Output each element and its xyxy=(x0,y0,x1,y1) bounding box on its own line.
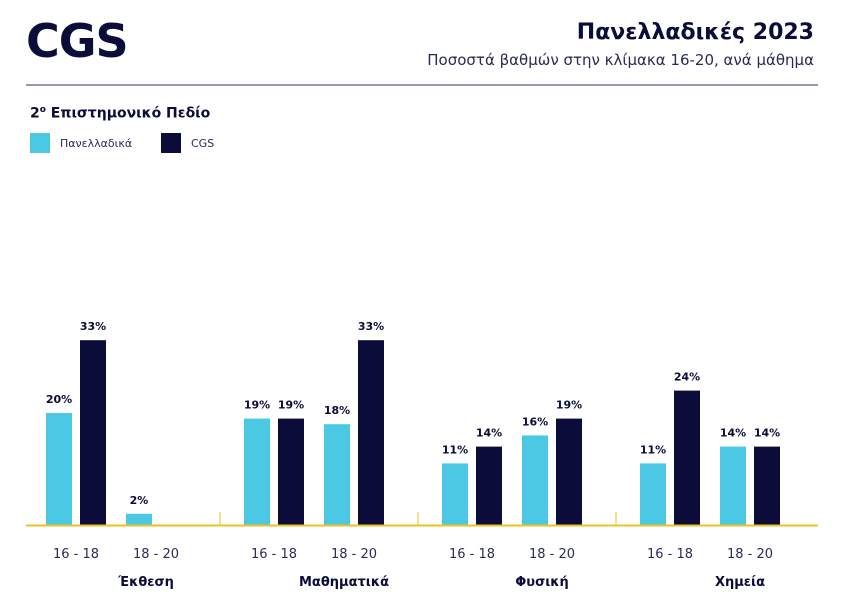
data-label: 14% xyxy=(476,427,502,440)
bar xyxy=(720,446,746,525)
bar xyxy=(754,446,780,525)
subject-label: Φυσική xyxy=(515,575,569,590)
data-label: 20% xyxy=(46,393,72,406)
bar xyxy=(640,463,666,525)
legend-item-cgs: CGS xyxy=(161,133,214,153)
legend-label-cgs: CGS xyxy=(191,136,215,150)
bar xyxy=(80,340,106,525)
bar xyxy=(46,413,72,525)
data-label: 19% xyxy=(278,399,304,412)
legend-label-panelladika: Πανελλαδικά xyxy=(60,136,133,150)
header-divider xyxy=(26,84,818,86)
section-label: Επιστημονικό Πεδίο xyxy=(45,105,211,122)
bar xyxy=(126,513,152,525)
range-tick-label: 18 - 20 xyxy=(331,547,377,562)
page-subtitle: Ποσοστά βαθμών στην κλίμακα 16-20, ανά μ… xyxy=(427,51,814,69)
section-number: 2 xyxy=(30,105,40,122)
bar xyxy=(442,463,468,525)
legend-swatch-cgs xyxy=(161,133,181,153)
data-label: 11% xyxy=(442,443,468,456)
data-label: 19% xyxy=(244,399,270,412)
cgs-logo: CGS xyxy=(26,14,129,68)
data-label: 14% xyxy=(720,427,746,440)
bar xyxy=(324,424,350,525)
bar xyxy=(674,390,700,525)
subject-label: Μαθηματικά xyxy=(299,575,389,590)
data-label: 33% xyxy=(358,320,384,333)
bar xyxy=(244,418,270,525)
data-label: 24% xyxy=(674,371,700,384)
data-label: 14% xyxy=(754,427,780,440)
range-tick-label: 16 - 18 xyxy=(251,547,297,562)
data-label: 2% xyxy=(130,494,149,507)
range-tick-label: 16 - 18 xyxy=(647,547,693,562)
subject-label: Έκθεση xyxy=(117,575,174,590)
page-title: Πανελλαδικές 2023 xyxy=(576,20,814,45)
data-label: 11% xyxy=(640,443,666,456)
data-label: 16% xyxy=(522,415,548,428)
range-tick-label: 16 - 18 xyxy=(449,547,495,562)
section-ordinal: ο xyxy=(39,105,46,115)
bar xyxy=(278,418,304,525)
bar xyxy=(358,340,384,525)
range-tick-label: 18 - 20 xyxy=(727,547,773,562)
range-tick-label: 16 - 18 xyxy=(53,547,99,562)
data-label: 19% xyxy=(556,399,582,412)
bar xyxy=(522,435,548,525)
section-title: 2ο Επιστημονικό Πεδίο xyxy=(30,105,210,122)
data-label: 33% xyxy=(80,320,106,333)
bar xyxy=(556,418,582,525)
bar xyxy=(476,446,502,525)
legend-swatch-panelladika xyxy=(30,133,50,153)
range-tick-label: 18 - 20 xyxy=(529,547,575,562)
legend-item-panelladika: Πανελλαδικά xyxy=(30,133,132,153)
range-tick-label: 18 - 20 xyxy=(133,547,179,562)
subject-label: Χημεία xyxy=(715,575,765,590)
data-label: 18% xyxy=(324,404,350,417)
